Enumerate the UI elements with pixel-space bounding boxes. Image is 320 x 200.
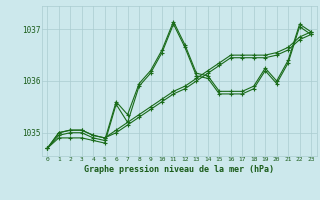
- X-axis label: Graphe pression niveau de la mer (hPa): Graphe pression niveau de la mer (hPa): [84, 165, 274, 174]
